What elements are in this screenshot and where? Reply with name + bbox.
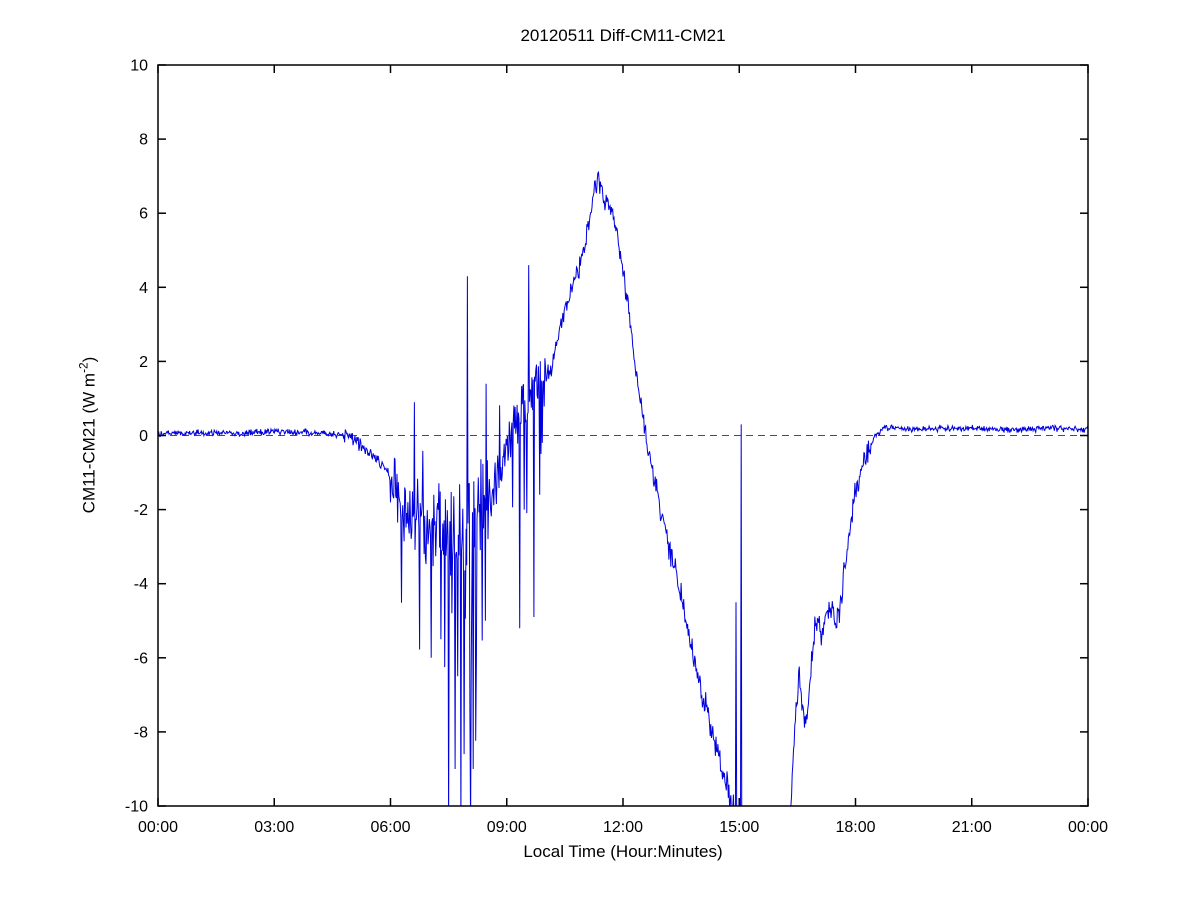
x-tick-label: 03:00	[254, 819, 294, 836]
y-axis-label-sup: -2	[76, 362, 91, 373]
y-tick-label: -2	[134, 502, 148, 519]
chart-title: 20120511 Diff-CM11-CM21	[520, 26, 726, 45]
y-tick-label: 4	[139, 280, 148, 297]
y-tick-label: 0	[139, 428, 148, 445]
y-tick-label: 2	[139, 354, 148, 371]
x-axis-label: Local Time (Hour:Minutes)	[523, 842, 723, 861]
y-tick-label: 8	[139, 132, 148, 149]
y-tick-label: -10	[125, 799, 148, 816]
y-tick-label: -6	[134, 650, 148, 667]
axes-box	[157, 64, 1089, 807]
y-tick-label: 6	[139, 206, 148, 223]
x-tick-label: 00:00	[138, 819, 178, 836]
y-tick-label: -8	[134, 724, 148, 741]
x-tick-label: 18:00	[835, 819, 875, 836]
y-axis-label-pre: CM11-CM21 (W m	[79, 372, 99, 514]
data-series-line	[158, 170, 1088, 806]
x-tick-label: 00:00	[1068, 819, 1108, 836]
y-axis-label: CM11-CM21 (W m-2)	[77, 357, 100, 514]
x-tick-label: 21:00	[952, 819, 992, 836]
x-tick-label: 12:00	[603, 819, 643, 836]
x-tick-label: 15:00	[719, 819, 759, 836]
x-tick-label: 09:00	[487, 819, 527, 836]
y-tick-label: -4	[134, 576, 148, 593]
y-axis-label-post: )	[79, 356, 99, 363]
y-tick-label: 10	[130, 58, 148, 75]
x-tick-label: 06:00	[370, 819, 410, 836]
